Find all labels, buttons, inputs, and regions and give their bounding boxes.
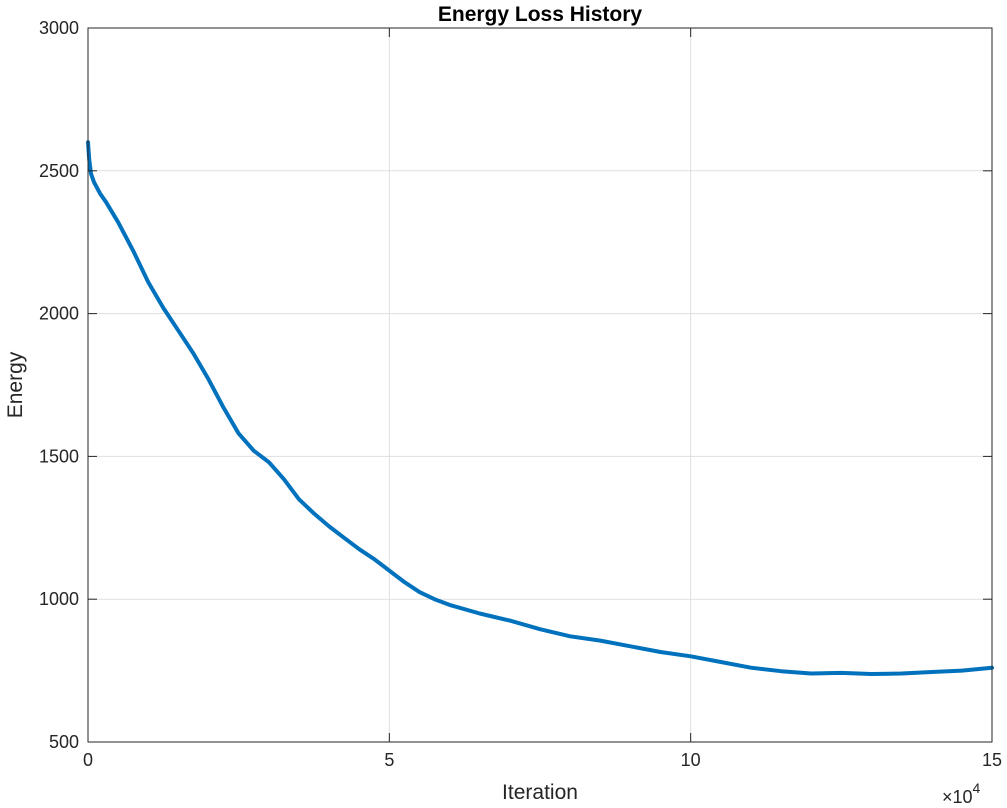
x-tick-label: 5 [384,750,394,770]
axes-frame [87,27,993,743]
series-line-0 [86,140,994,676]
x-axis-label: Iteration [502,781,578,804]
x-axis-exponent-base: ×10 [942,787,973,807]
ticks: 0 5 10 15 500 1000 1500 2000 2500 3000 [39,18,1002,770]
y-tick-label: 2500 [39,161,79,181]
y-tick-label: 2000 [39,304,79,324]
y-tick-label: 3000 [39,18,79,38]
y-tick-label: 1000 [39,589,79,609]
x-axis-exponent-power: 4 [973,780,981,796]
y-axis-label: Energy [4,351,27,418]
chart-title: Energy Loss History [438,3,643,26]
x-tick-label: 15 [982,750,1002,770]
x-axis-exponent: ×104 [942,780,981,807]
y-tick-label: 500 [49,732,79,752]
x-tick-label: 10 [681,750,701,770]
series-layer [86,140,994,676]
y-tick-label: 1500 [39,446,79,466]
x-tick-label: 0 [83,750,93,770]
